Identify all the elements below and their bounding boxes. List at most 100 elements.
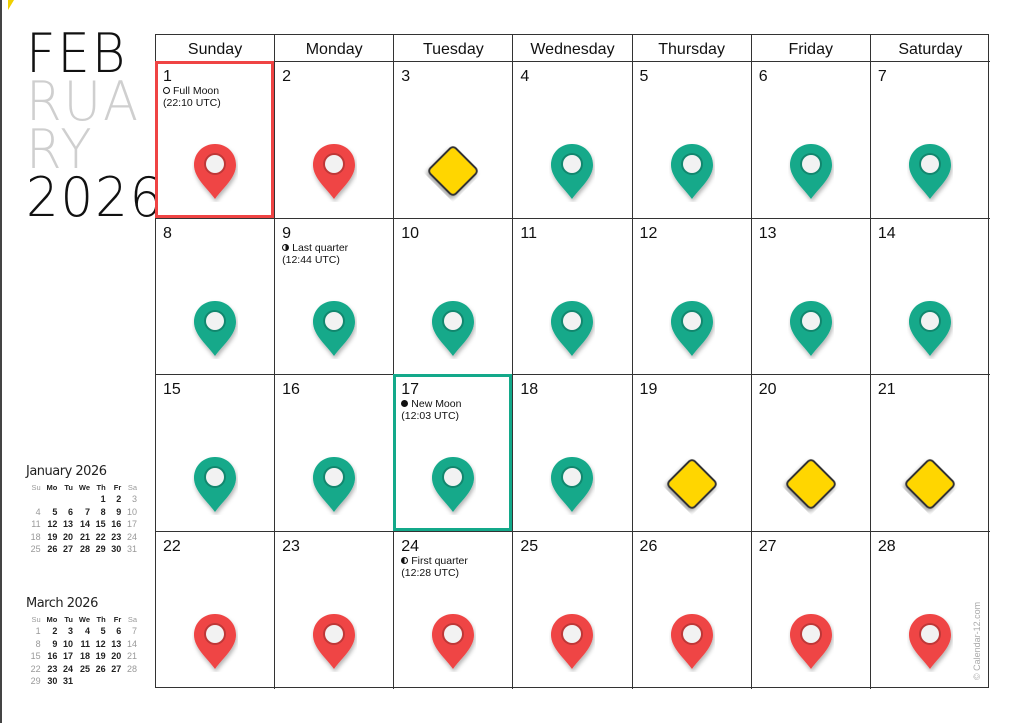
day-cell[interactable]: 10: [394, 218, 514, 376]
title-line-3: RY: [26, 118, 94, 181]
day-cell[interactable]: 2: [275, 62, 395, 219]
mini-day: 6: [116, 626, 122, 637]
mini-weekday: Sa: [127, 483, 137, 492]
weekday-header: Thursday: [632, 35, 752, 62]
mini-calendar-title: January 2026: [26, 464, 107, 479]
mini-day: 5: [100, 626, 106, 637]
mini-day: 1: [35, 626, 41, 637]
mini-weekday: Fr: [113, 615, 122, 624]
mini-day: 30: [47, 676, 58, 687]
moon-phase-event: Last quarter (12:44 UTC): [282, 242, 348, 266]
green-pin-icon: [549, 455, 595, 520]
mini-day: 19: [47, 531, 58, 542]
day-cell[interactable]: 28: [871, 532, 990, 689]
mini-day: 16: [47, 651, 58, 662]
day-cell[interactable]: 27: [752, 532, 871, 689]
day-cell[interactable]: 19: [632, 375, 752, 533]
mini-day: 19: [95, 651, 106, 662]
red-pin-icon: [430, 612, 476, 677]
mini-day: [74, 675, 91, 688]
day-cell[interactable]: 22: [156, 532, 276, 689]
day-cell[interactable]: 5: [632, 62, 752, 219]
day-cell[interactable]: 11: [513, 218, 633, 376]
mini-day: 14: [80, 519, 91, 530]
mini-day: 22: [95, 531, 106, 542]
day-cell[interactable]: 6: [751, 62, 871, 219]
day-number: 12: [639, 224, 658, 242]
mini-week-row: 22 23 24 25 26 27 28: [26, 663, 138, 676]
mini-day: 28: [80, 544, 91, 555]
day-cell[interactable]: 1 Full Moon (22:10 UTC): [155, 61, 276, 219]
moon-event-time: (12:28 UTC): [401, 567, 460, 580]
day-cell[interactable]: 21: [870, 375, 990, 533]
day-cell[interactable]: 14: [870, 219, 990, 376]
day-number: 23: [282, 538, 300, 556]
mini-day: 7: [131, 626, 137, 637]
mini-weekday: Su: [31, 483, 41, 492]
mini-day: 13: [62, 519, 73, 530]
green-pin-icon: [192, 455, 238, 520]
mini-weekday: Th: [96, 483, 106, 492]
moon-event-label: First quarter: [411, 555, 468, 568]
day-cell[interactable]: 23: [275, 532, 395, 689]
mini-day: 21: [80, 531, 91, 542]
mini-day: 18: [30, 531, 41, 542]
day-number: 28: [877, 538, 896, 556]
mini-day: 9: [116, 506, 122, 517]
mini-day: 30: [111, 544, 122, 555]
mini-day: 2: [116, 494, 122, 505]
green-pin-icon: [788, 299, 834, 364]
mini-day: 1: [100, 494, 106, 505]
mini-day: 10: [126, 506, 137, 517]
day-number: 26: [639, 538, 658, 556]
day-cell[interactable]: 18: [513, 375, 633, 533]
green-pin-icon: [788, 142, 834, 207]
mini-header-row: Su Mo Tu We Th Fr Sa: [26, 614, 138, 625]
mini-day: 17: [126, 519, 137, 530]
day-cell[interactable]: 16: [275, 375, 395, 533]
yellow-diamond-icon: [422, 140, 484, 207]
green-pin-icon: [907, 299, 953, 364]
mini-week-row: 11 12 13 14 15 16 17: [26, 518, 138, 531]
day-cell[interactable]: 20: [751, 375, 871, 533]
mini-day: 7: [85, 506, 91, 517]
day-cell[interactable]: 15: [156, 375, 276, 533]
red-pin-icon: [192, 612, 238, 677]
day-cell[interactable]: 13: [751, 218, 871, 376]
red-pin-icon: [311, 612, 357, 677]
green-pin-icon: [430, 455, 476, 520]
green-pin-icon: [907, 142, 953, 207]
day-cell[interactable]: 8: [156, 218, 276, 376]
day-cell[interactable]: 9 Last quarter (12:44 UTC): [275, 218, 395, 376]
moon-event-label: Full Moon: [173, 85, 220, 97]
day-cell[interactable]: 24 First quarter (12:28 UTC): [394, 532, 514, 689]
day-cell[interactable]: 7: [870, 62, 990, 219]
day-cell[interactable]: 25: [513, 532, 633, 689]
day-number: 10: [401, 224, 420, 242]
mini-day: 8: [100, 506, 106, 517]
red-pin-icon: [669, 612, 715, 677]
day-cell[interactable]: 3: [394, 62, 514, 219]
green-pin-icon: [192, 299, 238, 364]
mini-day: 4: [85, 626, 91, 637]
day-cell[interactable]: 26: [633, 532, 752, 689]
yellow-diamond-icon: [661, 453, 723, 520]
mini-week-row: 29 30 31: [26, 675, 138, 688]
day-cell[interactable]: 4: [513, 62, 633, 219]
day-number: 6: [758, 68, 768, 85]
weekday-header: Friday: [751, 35, 871, 62]
day-number: 22: [163, 538, 181, 556]
mini-day: 9: [52, 638, 58, 649]
mini-day: 27: [111, 663, 122, 674]
mini-day: 12: [47, 519, 58, 530]
mini-week-row: 25 26 27 28 29 30 31: [26, 543, 138, 556]
green-pin-icon: [311, 455, 357, 520]
moon-event-time: (12:44 UTC): [282, 253, 340, 266]
day-cell[interactable]: 17 New Moon (12:03 UTC): [393, 374, 514, 533]
title-year: 2026: [26, 166, 165, 229]
mini-day: 14: [126, 638, 137, 649]
mini-day: [74, 493, 91, 506]
mini-day: 28: [126, 663, 137, 674]
mini-day: [107, 675, 123, 688]
day-cell[interactable]: 12: [632, 218, 752, 376]
